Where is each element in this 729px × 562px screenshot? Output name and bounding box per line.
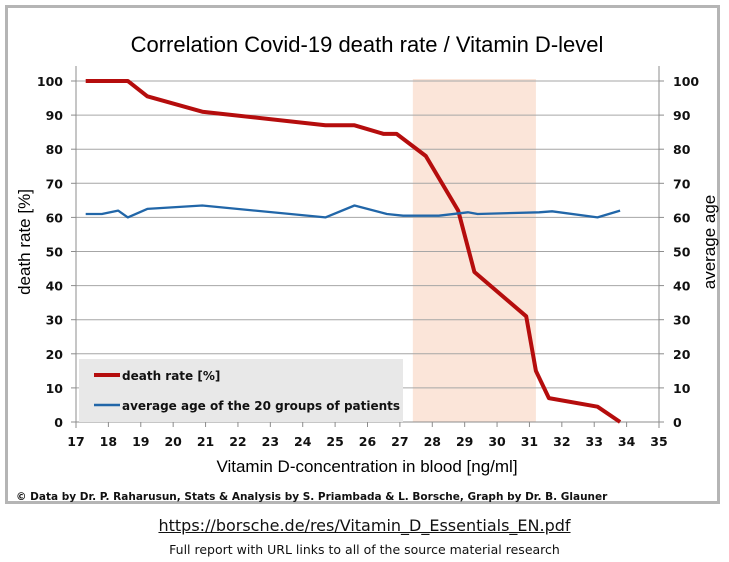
y-tick-label-left: 80 — [46, 142, 64, 157]
y-tick-label-right: 80 — [673, 142, 691, 157]
report-link[interactable]: https://borsche.de/res/Vitamin_D_Essenti… — [158, 516, 571, 535]
y-tick-label-right: 70 — [673, 176, 691, 191]
x-tick-label: 21 — [197, 434, 214, 449]
x-tick-label: 28 — [424, 434, 441, 449]
x-tick-label: 26 — [359, 434, 377, 449]
y-tick-label-left: 0 — [54, 415, 63, 430]
y-tick-label-right: 20 — [673, 347, 691, 362]
series-death-rate-line — [85, 79, 622, 424]
x-tick-label: 19 — [132, 434, 149, 449]
y-tick-label-left: 10 — [46, 381, 64, 396]
chart-title: Correlation Covid-19 death rate / Vitami… — [131, 32, 604, 57]
x-tick-label: 30 — [488, 434, 506, 449]
series-average-age-line — [85, 204, 621, 219]
chart: Correlation Covid-19 death rate / Vitami… — [15, 32, 719, 503]
y-tick-label-left: 90 — [46, 108, 64, 123]
x-tick-label: 17 — [67, 434, 84, 449]
x-tick-label: 24 — [294, 434, 312, 449]
y-tick-label-right: 10 — [673, 381, 691, 396]
y-tick-label-right: 100 — [673, 74, 699, 89]
x-tick-label: 31 — [521, 434, 538, 449]
y-tick-label-right: 40 — [673, 279, 691, 294]
x-tick-label: 23 — [262, 434, 279, 449]
y-tick-label-left: 60 — [46, 210, 64, 225]
y-tick-label-left: 30 — [46, 313, 64, 328]
y-tick-label-right: 50 — [673, 245, 691, 260]
legend-label-death-rate: death rate [%] — [122, 369, 220, 383]
x-tick-label: 33 — [586, 434, 603, 449]
x-tick-label: 35 — [650, 434, 667, 449]
x-tick-label: 22 — [229, 434, 246, 449]
x-tick-label: 29 — [456, 434, 473, 449]
x-tick-label: 18 — [100, 434, 117, 449]
legend-label-average-age: average age of the 20 groups of patients — [122, 399, 400, 413]
y-tick-label-left: 40 — [46, 279, 64, 294]
highlight-band — [412, 79, 536, 422]
credit-text: © Data by Dr. P. Raharusun, Stats & Anal… — [16, 491, 608, 503]
x-axis-label: Vitamin D-concentration in blood [ng/ml] — [216, 457, 517, 476]
y-axis-label-right: average age — [700, 195, 719, 290]
x-tick-label: 34 — [618, 434, 636, 449]
y-axis-label-left: death rate [%] — [15, 189, 34, 295]
legend: death rate [%] average age of the 20 gro… — [79, 359, 403, 422]
x-tick-label: 20 — [164, 434, 182, 449]
legend-box — [79, 359, 403, 422]
y-tick-label-left: 20 — [46, 347, 64, 362]
y-tick-label-right: 30 — [673, 313, 691, 328]
y-tick-label-right: 60 — [673, 210, 691, 225]
x-tick-label: 27 — [391, 434, 408, 449]
y-tick-label-left: 100 — [37, 74, 63, 89]
y-tick-label-left: 70 — [46, 176, 64, 191]
report-caption: Full report with URL links to all of the… — [169, 542, 560, 557]
x-tick-label: 25 — [326, 434, 343, 449]
y-tick-label-left: 50 — [46, 245, 64, 260]
y-tick-label-right: 90 — [673, 108, 691, 123]
y-tick-label-right: 0 — [673, 415, 682, 430]
x-tick-label: 32 — [553, 434, 570, 449]
